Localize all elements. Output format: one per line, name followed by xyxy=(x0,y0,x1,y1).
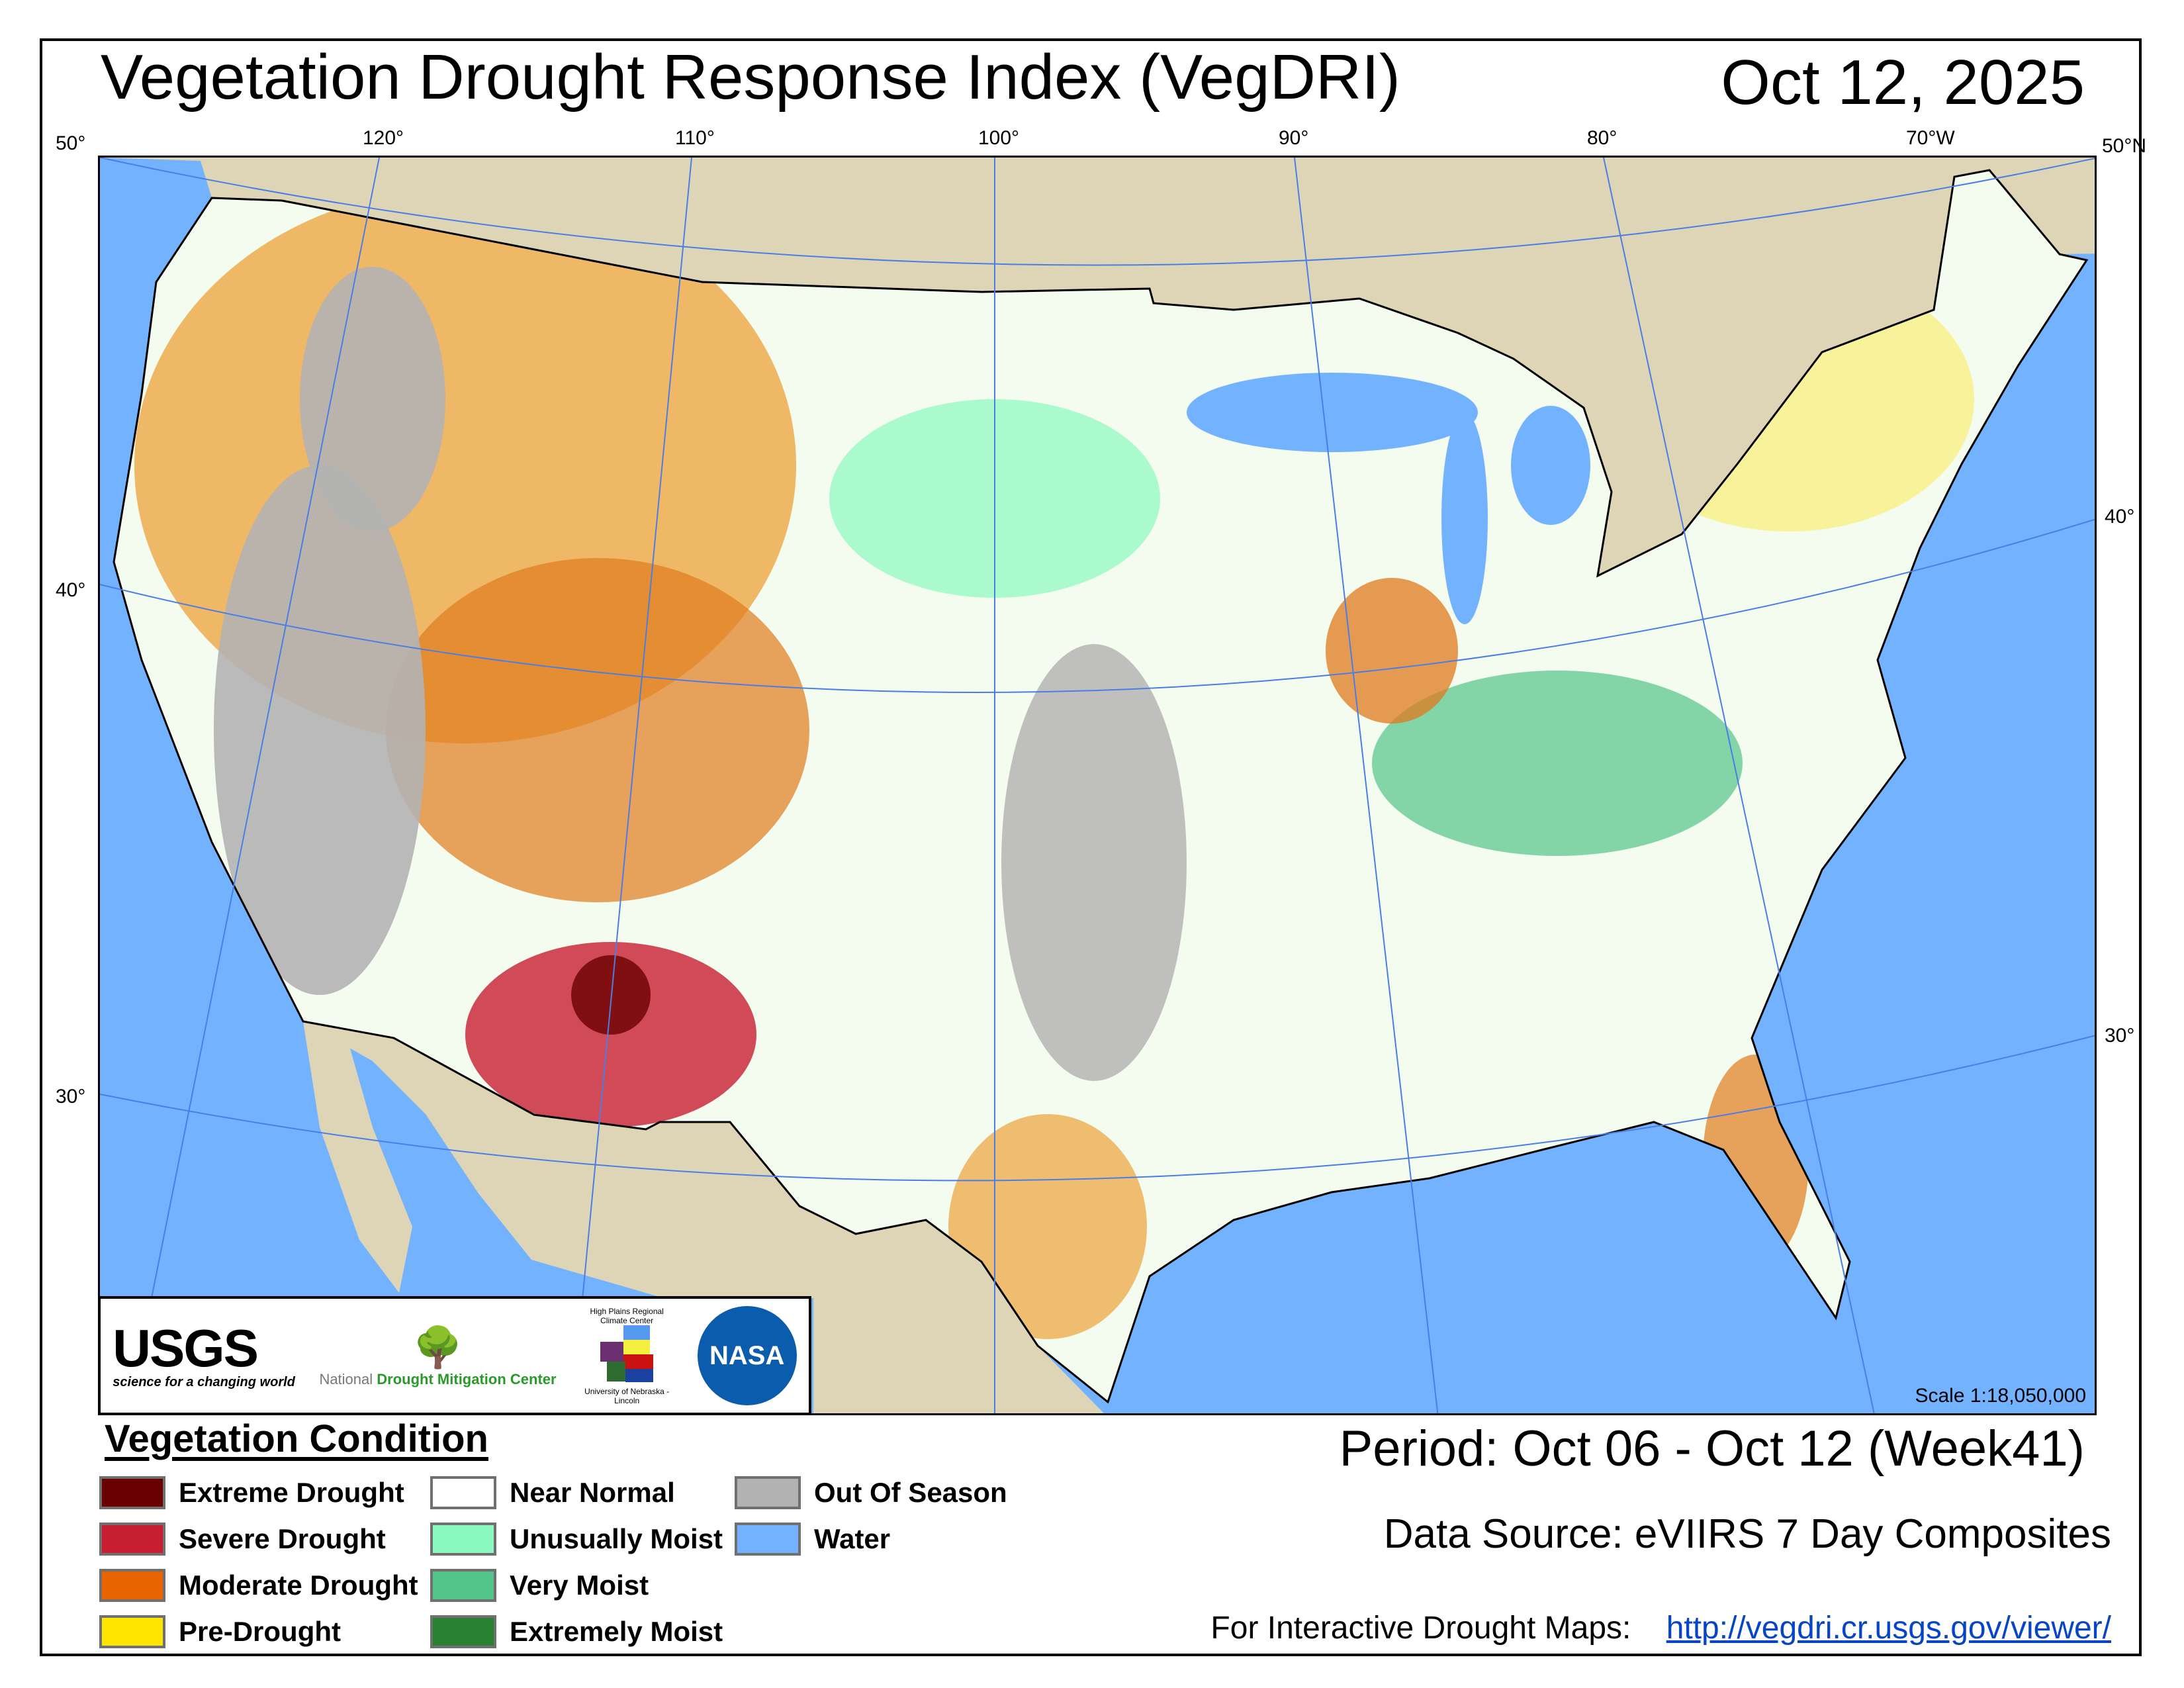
lat-label: 40° xyxy=(56,579,86,601)
baja-peninsula xyxy=(303,1021,412,1293)
legend-item: Extreme Drought xyxy=(99,1473,404,1513)
legend-label: Near Normal xyxy=(510,1477,675,1508)
nasa-logo: NASA xyxy=(697,1306,797,1405)
lon-label: 70°W xyxy=(1906,127,1955,149)
legend-item: Moderate Drought xyxy=(99,1566,418,1605)
legend-item: Near Normal xyxy=(430,1473,675,1513)
lon-label: 100° xyxy=(978,127,1020,149)
legend-label: Severe Drought xyxy=(179,1523,386,1554)
ndmc-logo: 🌳 National Drought Mitigation Center xyxy=(319,1325,557,1387)
legend-label: Pre-Drought xyxy=(179,1616,341,1647)
lat-label: 30° xyxy=(56,1086,86,1107)
legend-item: Unusually Moist xyxy=(430,1519,723,1559)
legend-swatch xyxy=(430,1476,496,1509)
partner-logos: USGS science for a changing world 🌳 Nati… xyxy=(98,1296,811,1415)
lake-michigan xyxy=(1441,412,1488,624)
lon-label: 80° xyxy=(1587,127,1617,149)
legend-item: Out Of Season xyxy=(735,1473,1007,1513)
legend-swatch xyxy=(735,1476,801,1509)
us-boundary xyxy=(113,169,2089,1404)
lon-label: 110° xyxy=(675,127,715,149)
legend-swatch xyxy=(99,1615,165,1648)
legend-label: Out Of Season xyxy=(814,1477,1007,1508)
legend-item: Very Moist xyxy=(430,1566,649,1605)
legend-swatch xyxy=(99,1569,165,1602)
lat-label: 30° xyxy=(2105,1025,2135,1047)
legend-swatch xyxy=(430,1523,496,1556)
lat-label: 50°N xyxy=(2102,135,2147,157)
map-svg xyxy=(100,158,2095,1413)
map-scale: Scale 1:18,050,000 xyxy=(1915,1385,2086,1407)
legend-item: Water xyxy=(735,1519,890,1559)
legend-item: Pre-Drought xyxy=(99,1612,341,1652)
data-source-text: Data Source: eVIIRS 7 Day Composites xyxy=(1383,1511,2111,1557)
lon-label: 120° xyxy=(363,127,404,149)
lon-label: 90° xyxy=(1279,127,1309,149)
page-border xyxy=(40,38,2142,1656)
map-title: Vegetation Drought Response Index (VegDR… xyxy=(101,42,1400,113)
map-panel xyxy=(98,156,2097,1415)
hprcc-states-graphic xyxy=(600,1325,654,1382)
legend-swatch xyxy=(99,1523,165,1556)
interactive-label: For Interactive Drought Maps: xyxy=(1210,1611,1631,1646)
canada-land xyxy=(100,158,2095,576)
legend-label: Extremely Moist xyxy=(510,1616,723,1647)
legend-swatch xyxy=(735,1523,801,1556)
legend-item: Extremely Moist xyxy=(430,1612,723,1652)
legend-swatch xyxy=(430,1569,496,1602)
legend-item: Severe Drought xyxy=(99,1519,386,1559)
legend-label: Water xyxy=(814,1523,891,1554)
usgs-logo: USGS science for a changing world xyxy=(113,1318,295,1389)
lat-label: 50° xyxy=(56,132,86,154)
map-date: Oct 12, 2025 xyxy=(1721,47,2085,118)
lake-superior xyxy=(1187,373,1478,452)
mexico-land xyxy=(303,1021,1105,1413)
legend-title: Vegetation Condition xyxy=(105,1417,488,1460)
lat-label: 40° xyxy=(2105,506,2135,528)
viewer-link[interactable]: http://vegdri.cr.usgs.gov/viewer/ xyxy=(1666,1611,2111,1646)
period-text: Period: Oct 06 - Oct 12 (Week41) xyxy=(1339,1421,2085,1477)
legend-label: Unusually Moist xyxy=(510,1523,723,1554)
interactive-maps: For Interactive Drought Maps: http://veg… xyxy=(1210,1610,2111,1646)
legend-label: Very Moist xyxy=(510,1570,649,1601)
lake-huron xyxy=(1511,406,1590,525)
graticule-lines xyxy=(100,158,2095,1413)
legend-label: Extreme Drought xyxy=(179,1477,404,1508)
hprcc-logo: High Plains Regional Climate Center Univ… xyxy=(584,1306,670,1405)
legend-label: Moderate Drought xyxy=(179,1570,418,1601)
legend-swatch xyxy=(99,1476,165,1509)
legend-swatch xyxy=(430,1615,496,1648)
